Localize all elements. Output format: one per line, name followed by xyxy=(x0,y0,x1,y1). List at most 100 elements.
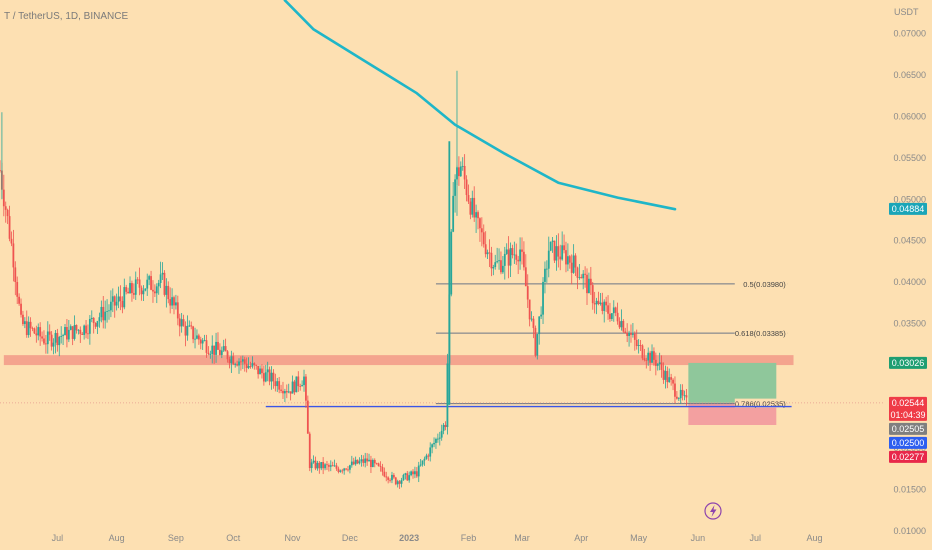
candle-body xyxy=(557,246,560,257)
time-axis[interactable]: Jul Aug Sep Oct Nov Dec 2023 Feb Mar Apr May Jun Jul… xyxy=(52,533,823,543)
price-tag xyxy=(889,202,927,215)
candle-body xyxy=(100,306,103,318)
candle-body xyxy=(48,331,51,335)
candle-body xyxy=(532,318,535,328)
candle-body xyxy=(651,351,653,363)
candle-body xyxy=(450,231,453,295)
candle-body xyxy=(337,468,340,472)
candle-body xyxy=(33,328,36,334)
candle-body xyxy=(161,272,164,275)
candle-body xyxy=(203,340,206,342)
candle-body xyxy=(62,335,64,336)
candle-body xyxy=(4,206,7,210)
candle-body xyxy=(123,287,126,308)
candle-body xyxy=(345,468,347,470)
price-tag-label: 0.02544 xyxy=(892,398,925,408)
candle-body xyxy=(364,458,367,463)
candle-body xyxy=(354,459,357,465)
candle-body xyxy=(622,320,625,332)
candle-body xyxy=(245,363,248,369)
candle-body xyxy=(568,256,571,263)
candle-body xyxy=(113,296,116,306)
candle-body xyxy=(561,245,564,260)
candle-body xyxy=(521,249,523,252)
candle-body xyxy=(333,465,336,467)
candle-body xyxy=(155,286,158,294)
candle-body xyxy=(415,471,418,477)
support-zone-layer xyxy=(3,355,794,366)
candle-body xyxy=(475,212,478,218)
candle-body xyxy=(98,317,101,322)
y-tick-label: 0.05500 xyxy=(893,153,926,163)
candle-body xyxy=(563,245,565,251)
candle-body xyxy=(666,370,669,383)
moving-average-layer xyxy=(283,0,677,211)
candle-body xyxy=(262,373,265,382)
candle-body xyxy=(398,481,401,484)
candle-body xyxy=(115,301,118,306)
candle-body xyxy=(477,212,479,219)
candle-body xyxy=(92,317,95,324)
price-tag xyxy=(889,450,927,463)
candle-body xyxy=(169,299,172,306)
candle-body xyxy=(251,363,254,367)
candle-body xyxy=(685,395,688,398)
candle-body xyxy=(616,312,619,322)
candle-body xyxy=(654,359,657,366)
candle-body xyxy=(117,296,120,302)
candle-body xyxy=(349,465,351,470)
candle-body xyxy=(370,459,372,467)
candle-body xyxy=(674,383,676,397)
price-tag xyxy=(889,356,927,369)
candle-body xyxy=(2,189,5,207)
candle-body xyxy=(220,350,223,355)
candle-body xyxy=(299,386,302,387)
y-tick-label: 0.01500 xyxy=(893,484,926,494)
candle-body xyxy=(75,324,78,331)
x-tick-label: Mar xyxy=(514,533,530,543)
candle-body xyxy=(270,372,273,382)
candle-body xyxy=(368,459,370,462)
candle-body xyxy=(605,301,608,306)
candle-body xyxy=(186,326,189,336)
candle-body xyxy=(649,352,652,363)
price-tag xyxy=(889,422,927,435)
candle-body xyxy=(314,460,317,469)
candle-body xyxy=(551,240,554,242)
fib-level-label: 0.786(0.02535) xyxy=(735,400,786,409)
candle-body xyxy=(658,362,661,365)
candle-body xyxy=(681,389,684,396)
candle-body xyxy=(52,342,55,347)
candle-body xyxy=(264,372,267,382)
candle-body xyxy=(371,459,374,467)
candle-body xyxy=(10,238,13,244)
candle-body xyxy=(310,462,313,469)
support-zone xyxy=(3,355,794,366)
candle-body xyxy=(387,477,390,480)
candle-body xyxy=(683,395,686,397)
candle-body xyxy=(268,369,271,382)
candle-body xyxy=(391,474,393,481)
candle-body xyxy=(419,464,422,466)
lightning-icon[interactable] xyxy=(704,502,722,520)
candle-body xyxy=(591,285,594,304)
candle-body xyxy=(530,318,533,320)
candle-body xyxy=(507,249,510,266)
candle-body xyxy=(71,326,74,339)
candle-body xyxy=(90,317,93,320)
candle-body xyxy=(534,327,537,356)
candle-body xyxy=(540,314,543,317)
x-tick-label: Jul xyxy=(750,533,762,543)
x-tick-label: Aug xyxy=(109,533,125,543)
candle-body xyxy=(528,299,531,320)
price-tag xyxy=(889,436,927,449)
candle-body xyxy=(226,351,229,360)
candle-body xyxy=(67,329,70,340)
candle-body xyxy=(463,165,466,180)
candle-body xyxy=(628,333,630,336)
candle-body xyxy=(136,279,139,281)
candle-body xyxy=(73,324,76,339)
candle-body xyxy=(176,302,179,319)
